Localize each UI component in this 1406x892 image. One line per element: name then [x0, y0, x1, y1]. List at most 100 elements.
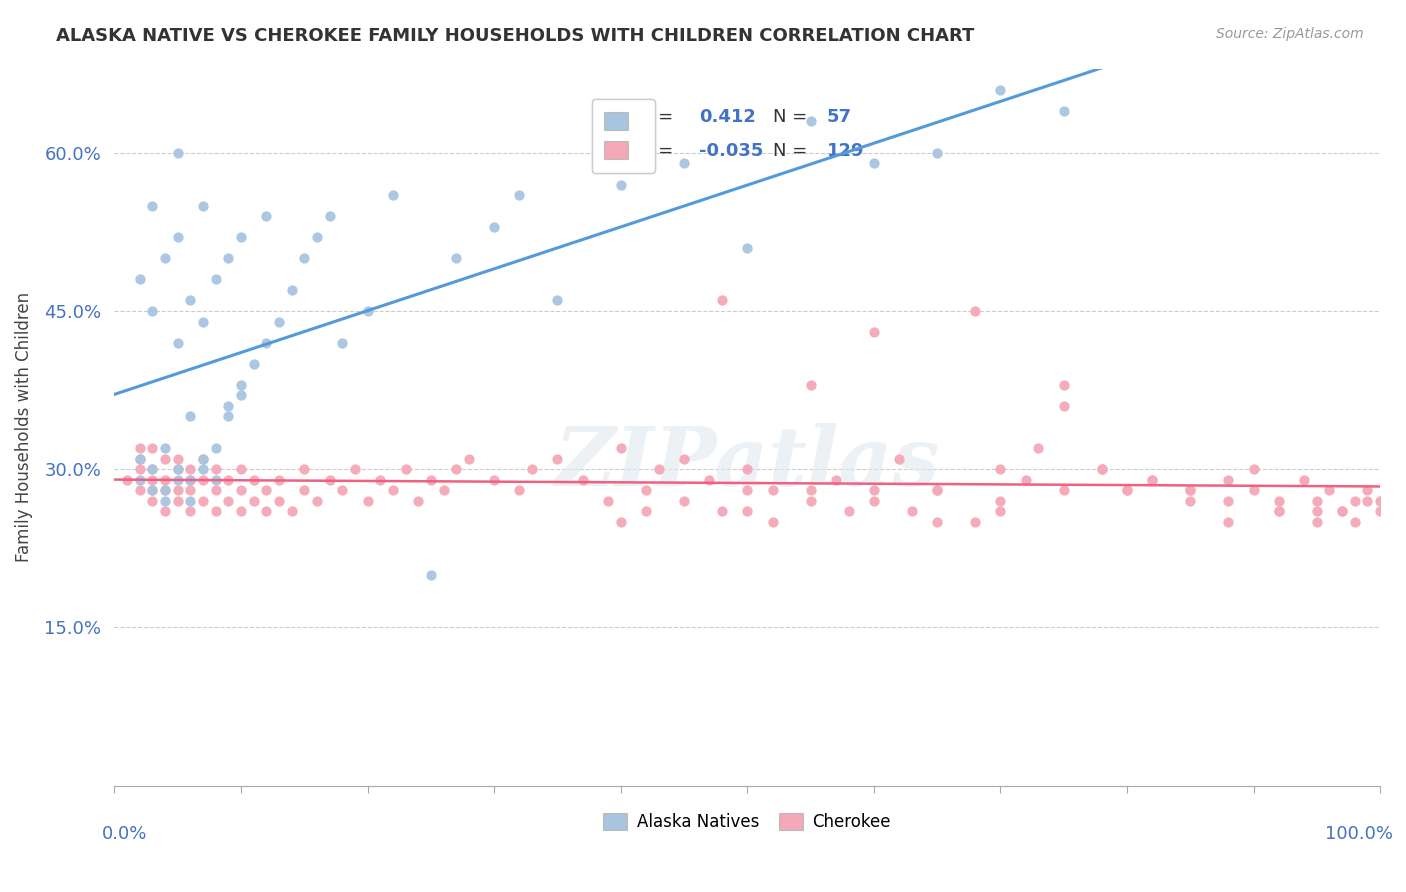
Point: [1243, 462, 1265, 476]
Point: [128, 473, 150, 487]
Point: [990, 504, 1012, 518]
Point: [166, 493, 188, 508]
Point: [927, 515, 949, 529]
Text: ZIPatlas: ZIPatlas: [554, 423, 941, 503]
Point: [229, 462, 252, 476]
Point: [799, 493, 821, 508]
Point: [1053, 103, 1076, 118]
Point: [697, 473, 720, 487]
Point: [1091, 462, 1114, 476]
Point: [1331, 504, 1354, 518]
Point: [292, 252, 315, 266]
Text: N =: N =: [772, 142, 807, 160]
Point: [1268, 493, 1291, 508]
Point: [1091, 462, 1114, 476]
Point: [191, 315, 214, 329]
Point: [166, 230, 188, 244]
Point: [242, 493, 264, 508]
Point: [444, 252, 467, 266]
Point: [292, 462, 315, 476]
Point: [191, 493, 214, 508]
Point: [1319, 483, 1341, 498]
Point: [128, 483, 150, 498]
Point: [609, 441, 631, 455]
Point: [141, 441, 163, 455]
Point: [546, 293, 568, 308]
Point: [318, 209, 340, 223]
Point: [1268, 504, 1291, 518]
Point: [153, 504, 176, 518]
Point: [863, 325, 886, 339]
Point: [229, 377, 252, 392]
Point: [1028, 441, 1050, 455]
Point: [647, 462, 669, 476]
Point: [508, 188, 530, 202]
Point: [927, 483, 949, 498]
Point: [1218, 493, 1240, 508]
Point: [204, 504, 226, 518]
Point: [482, 219, 505, 234]
Point: [305, 230, 328, 244]
Point: [141, 493, 163, 508]
Point: [508, 483, 530, 498]
Text: -0.035: -0.035: [699, 142, 763, 160]
Point: [153, 483, 176, 498]
Point: [128, 272, 150, 286]
Y-axis label: Family Households with Children: Family Households with Children: [15, 292, 32, 562]
Point: [254, 483, 277, 498]
Point: [1344, 515, 1367, 529]
Text: R =: R =: [640, 142, 673, 160]
Point: [799, 114, 821, 128]
Point: [141, 462, 163, 476]
Point: [356, 493, 378, 508]
Point: [761, 515, 783, 529]
Point: [1142, 473, 1164, 487]
Point: [394, 462, 416, 476]
Point: [166, 451, 188, 466]
Point: [179, 473, 201, 487]
Point: [128, 462, 150, 476]
Point: [242, 357, 264, 371]
Point: [229, 230, 252, 244]
Point: [761, 483, 783, 498]
Point: [330, 483, 353, 498]
Point: [672, 156, 695, 170]
Point: [128, 451, 150, 466]
Point: [254, 209, 277, 223]
Point: [432, 483, 454, 498]
Point: [305, 493, 328, 508]
Point: [837, 504, 859, 518]
Point: [965, 515, 987, 529]
Point: [1218, 473, 1240, 487]
Point: [166, 483, 188, 498]
Point: [863, 483, 886, 498]
Point: [1053, 377, 1076, 392]
Point: [217, 252, 239, 266]
Point: [1331, 504, 1354, 518]
Point: [153, 252, 176, 266]
Point: [204, 441, 226, 455]
Point: [1180, 483, 1202, 498]
Point: [153, 451, 176, 466]
Point: [1116, 483, 1139, 498]
Point: [889, 451, 911, 466]
Point: [901, 504, 924, 518]
Point: [381, 483, 404, 498]
Point: [191, 462, 214, 476]
Point: [204, 462, 226, 476]
Point: [520, 462, 543, 476]
Point: [609, 515, 631, 529]
Point: [444, 462, 467, 476]
Point: [1294, 473, 1316, 487]
Point: [1306, 493, 1329, 508]
Point: [596, 493, 619, 508]
Point: [318, 473, 340, 487]
Text: N =: N =: [772, 108, 807, 126]
Point: [179, 493, 201, 508]
Text: 0.0%: 0.0%: [101, 825, 148, 843]
Point: [191, 473, 214, 487]
Point: [141, 462, 163, 476]
Text: 100.0%: 100.0%: [1324, 825, 1393, 843]
Point: [634, 504, 657, 518]
Point: [204, 473, 226, 487]
